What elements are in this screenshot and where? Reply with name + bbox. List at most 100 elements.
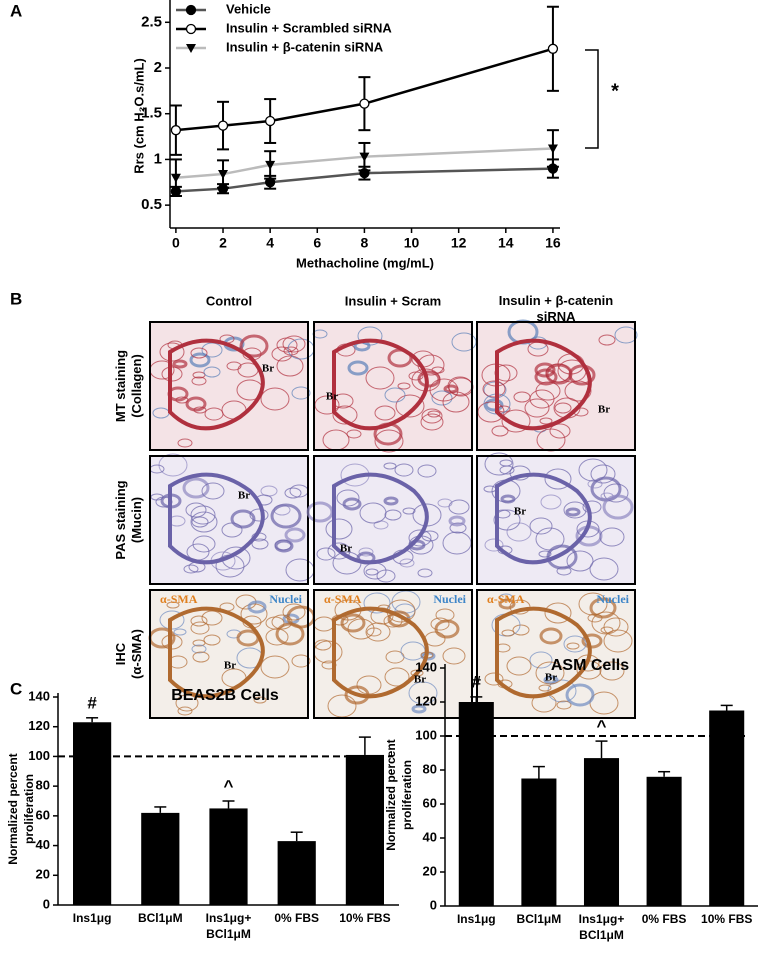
tissue	[512, 624, 530, 636]
micrograph	[476, 589, 636, 719]
airway	[332, 606, 429, 699]
tissue	[482, 380, 506, 398]
error-bar	[86, 717, 99, 723]
bar	[73, 722, 112, 905]
error-bar	[658, 770, 671, 777]
y-tick-label: 120	[28, 718, 50, 733]
airway-label: Br	[598, 404, 610, 416]
tissue	[602, 494, 634, 520]
y-tick-label: 140	[415, 659, 437, 674]
error-bar	[595, 740, 608, 759]
tissue	[190, 505, 216, 525]
y-tick-label: 100	[415, 727, 437, 742]
tissue	[408, 529, 432, 547]
tissue	[190, 621, 210, 635]
tissue	[201, 610, 223, 626]
legend-marker	[186, 44, 196, 53]
airway-label: Br	[545, 672, 557, 684]
row-label: PAS staining(Mucin)	[113, 480, 144, 559]
y-tick-label: 20	[36, 867, 50, 882]
x-tick-label: 0% FBS	[274, 911, 319, 925]
x-tick-label: 10% FBS	[701, 912, 752, 926]
tissue	[284, 527, 306, 543]
tissue	[538, 684, 552, 692]
tissue	[325, 518, 353, 540]
y-tick-label: 20	[423, 863, 437, 878]
tissue	[226, 361, 242, 371]
row-label: IHC(α-SMA)	[113, 629, 144, 679]
tissue	[534, 368, 558, 386]
tissue	[506, 656, 532, 676]
tissue	[568, 364, 596, 386]
airway	[168, 338, 265, 431]
x-tick-label: 4	[266, 235, 274, 251]
tissue	[274, 539, 294, 553]
tissue	[166, 601, 180, 609]
tissue	[603, 629, 633, 653]
tissue	[587, 479, 603, 489]
y-tick-label: 100	[28, 748, 50, 763]
y-tick-label: 140	[28, 688, 50, 703]
tissue	[427, 410, 441, 418]
airway	[495, 606, 592, 699]
tissue	[500, 494, 516, 504]
bar	[583, 758, 620, 906]
y-tick-label: 0	[43, 896, 50, 911]
tissue	[239, 334, 269, 358]
tissue	[175, 694, 199, 712]
tissue	[270, 503, 302, 529]
bar	[277, 841, 316, 905]
tissue	[356, 675, 382, 695]
tissue	[437, 498, 453, 508]
tissue	[327, 542, 351, 560]
micrograph	[476, 319, 638, 452]
tissue	[420, 413, 444, 431]
marker	[359, 98, 370, 109]
tissue	[484, 452, 514, 476]
tissue	[253, 696, 267, 704]
value-annotation: ^	[224, 776, 234, 795]
tissue	[190, 347, 208, 359]
tissue	[177, 438, 193, 448]
stain-label: Nuclei	[596, 592, 629, 606]
tissue	[529, 517, 553, 535]
legend-label: Vehicle	[226, 1, 271, 16]
tissue	[384, 509, 402, 521]
tissue	[442, 647, 466, 665]
y-tick-label: 80	[36, 778, 50, 793]
tissue	[529, 651, 553, 669]
y-tick-label: 60	[36, 807, 50, 822]
tissue	[276, 355, 304, 377]
marker	[265, 115, 276, 127]
tissue	[431, 390, 453, 406]
tissue	[191, 516, 209, 528]
tissue	[192, 535, 216, 553]
tissue	[549, 423, 571, 439]
tissue	[543, 675, 559, 685]
micrograph-frame	[149, 455, 309, 585]
tissue	[556, 566, 572, 576]
tissue	[185, 396, 207, 412]
tissue	[499, 465, 515, 475]
stain-label: Nuclei	[269, 592, 302, 606]
tissue	[582, 500, 602, 514]
x-tick-label: 0% FBS	[642, 912, 687, 926]
bar	[209, 808, 248, 905]
airway-label: Br	[414, 674, 426, 686]
tissue	[529, 389, 555, 409]
tissue	[359, 502, 387, 524]
tissue	[578, 592, 608, 616]
tissue	[565, 683, 595, 707]
tissue	[449, 522, 467, 534]
panel-label: B	[10, 289, 22, 308]
tissue	[417, 354, 445, 376]
tissue	[291, 386, 311, 400]
tissue	[599, 661, 625, 681]
tissue	[524, 398, 550, 418]
tissue	[535, 661, 565, 685]
tissue	[544, 602, 572, 624]
marker	[359, 152, 370, 162]
bar	[709, 710, 745, 906]
airway-label: Br	[340, 543, 352, 555]
